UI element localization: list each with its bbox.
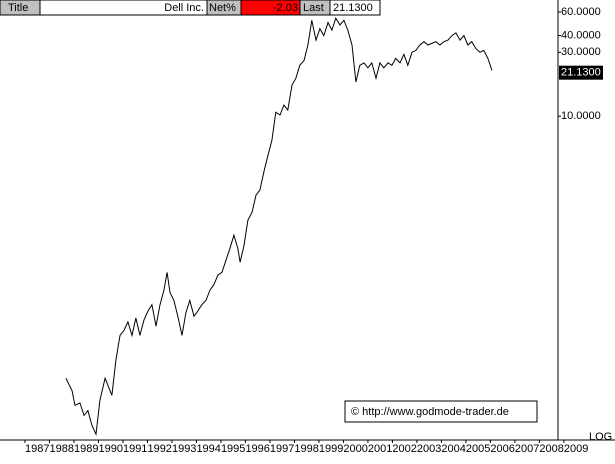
x-tick-label: 1995: [221, 443, 245, 455]
y-tick-label: 30.0000: [561, 46, 601, 58]
header-last-label: Last: [303, 2, 324, 14]
header-net-value: -2.03: [273, 2, 298, 14]
x-tick-label: 1990: [98, 443, 122, 455]
x-tick-label: 1993: [172, 443, 196, 455]
x-tick-label: 1994: [196, 443, 220, 455]
x-tick-label: 1998: [294, 443, 318, 455]
x-tick-label: 2003: [417, 443, 441, 455]
scale-label: LOG: [589, 431, 612, 443]
y-tick-label: 60.0000: [561, 6, 601, 18]
x-tick-label: 1987: [25, 443, 49, 455]
header: Title Dell Inc. Net% -2.03 Last 21.1300: [0, 0, 381, 16]
annotation-box: [344, 400, 538, 423]
y-tick-label: 10.0000: [561, 110, 601, 122]
x-tick-label: 1989: [74, 443, 98, 455]
x-tick-label: 1991: [123, 443, 147, 455]
x-tick-label: 1988: [49, 443, 73, 455]
x-tick-label: 2000: [343, 443, 367, 455]
header-last-value: 21.1300: [333, 2, 373, 14]
annotation: © http://www.godmode-trader.de: [351, 406, 509, 418]
last-marker: [559, 65, 603, 80]
x-tick-label: 1999: [319, 443, 343, 455]
x-tick-label: 1992: [147, 443, 171, 455]
x-tick-label: 2005: [466, 443, 490, 455]
x-tick-label: 2006: [490, 443, 514, 455]
x-tick-label: 2009: [564, 443, 588, 455]
header-net-label: Net%: [209, 2, 236, 14]
last-label: 21.1300: [561, 67, 601, 79]
header-cell: [329, 0, 381, 16]
x-tick-label: 2001: [368, 443, 392, 455]
x-tick-label: 2002: [392, 443, 416, 455]
x-tick-label: 2008: [539, 443, 563, 455]
price-line: [65, 17, 493, 437]
x-tick-label: 2004: [441, 443, 465, 455]
x-tick-label: 1996: [245, 443, 269, 455]
header-title: Title: [8, 2, 28, 14]
header-name: Dell Inc.: [164, 2, 204, 14]
y-tick-label: 40.0000: [561, 29, 601, 41]
x-tick-label: 1997: [270, 443, 294, 455]
x-tick-label: 2007: [515, 443, 539, 455]
